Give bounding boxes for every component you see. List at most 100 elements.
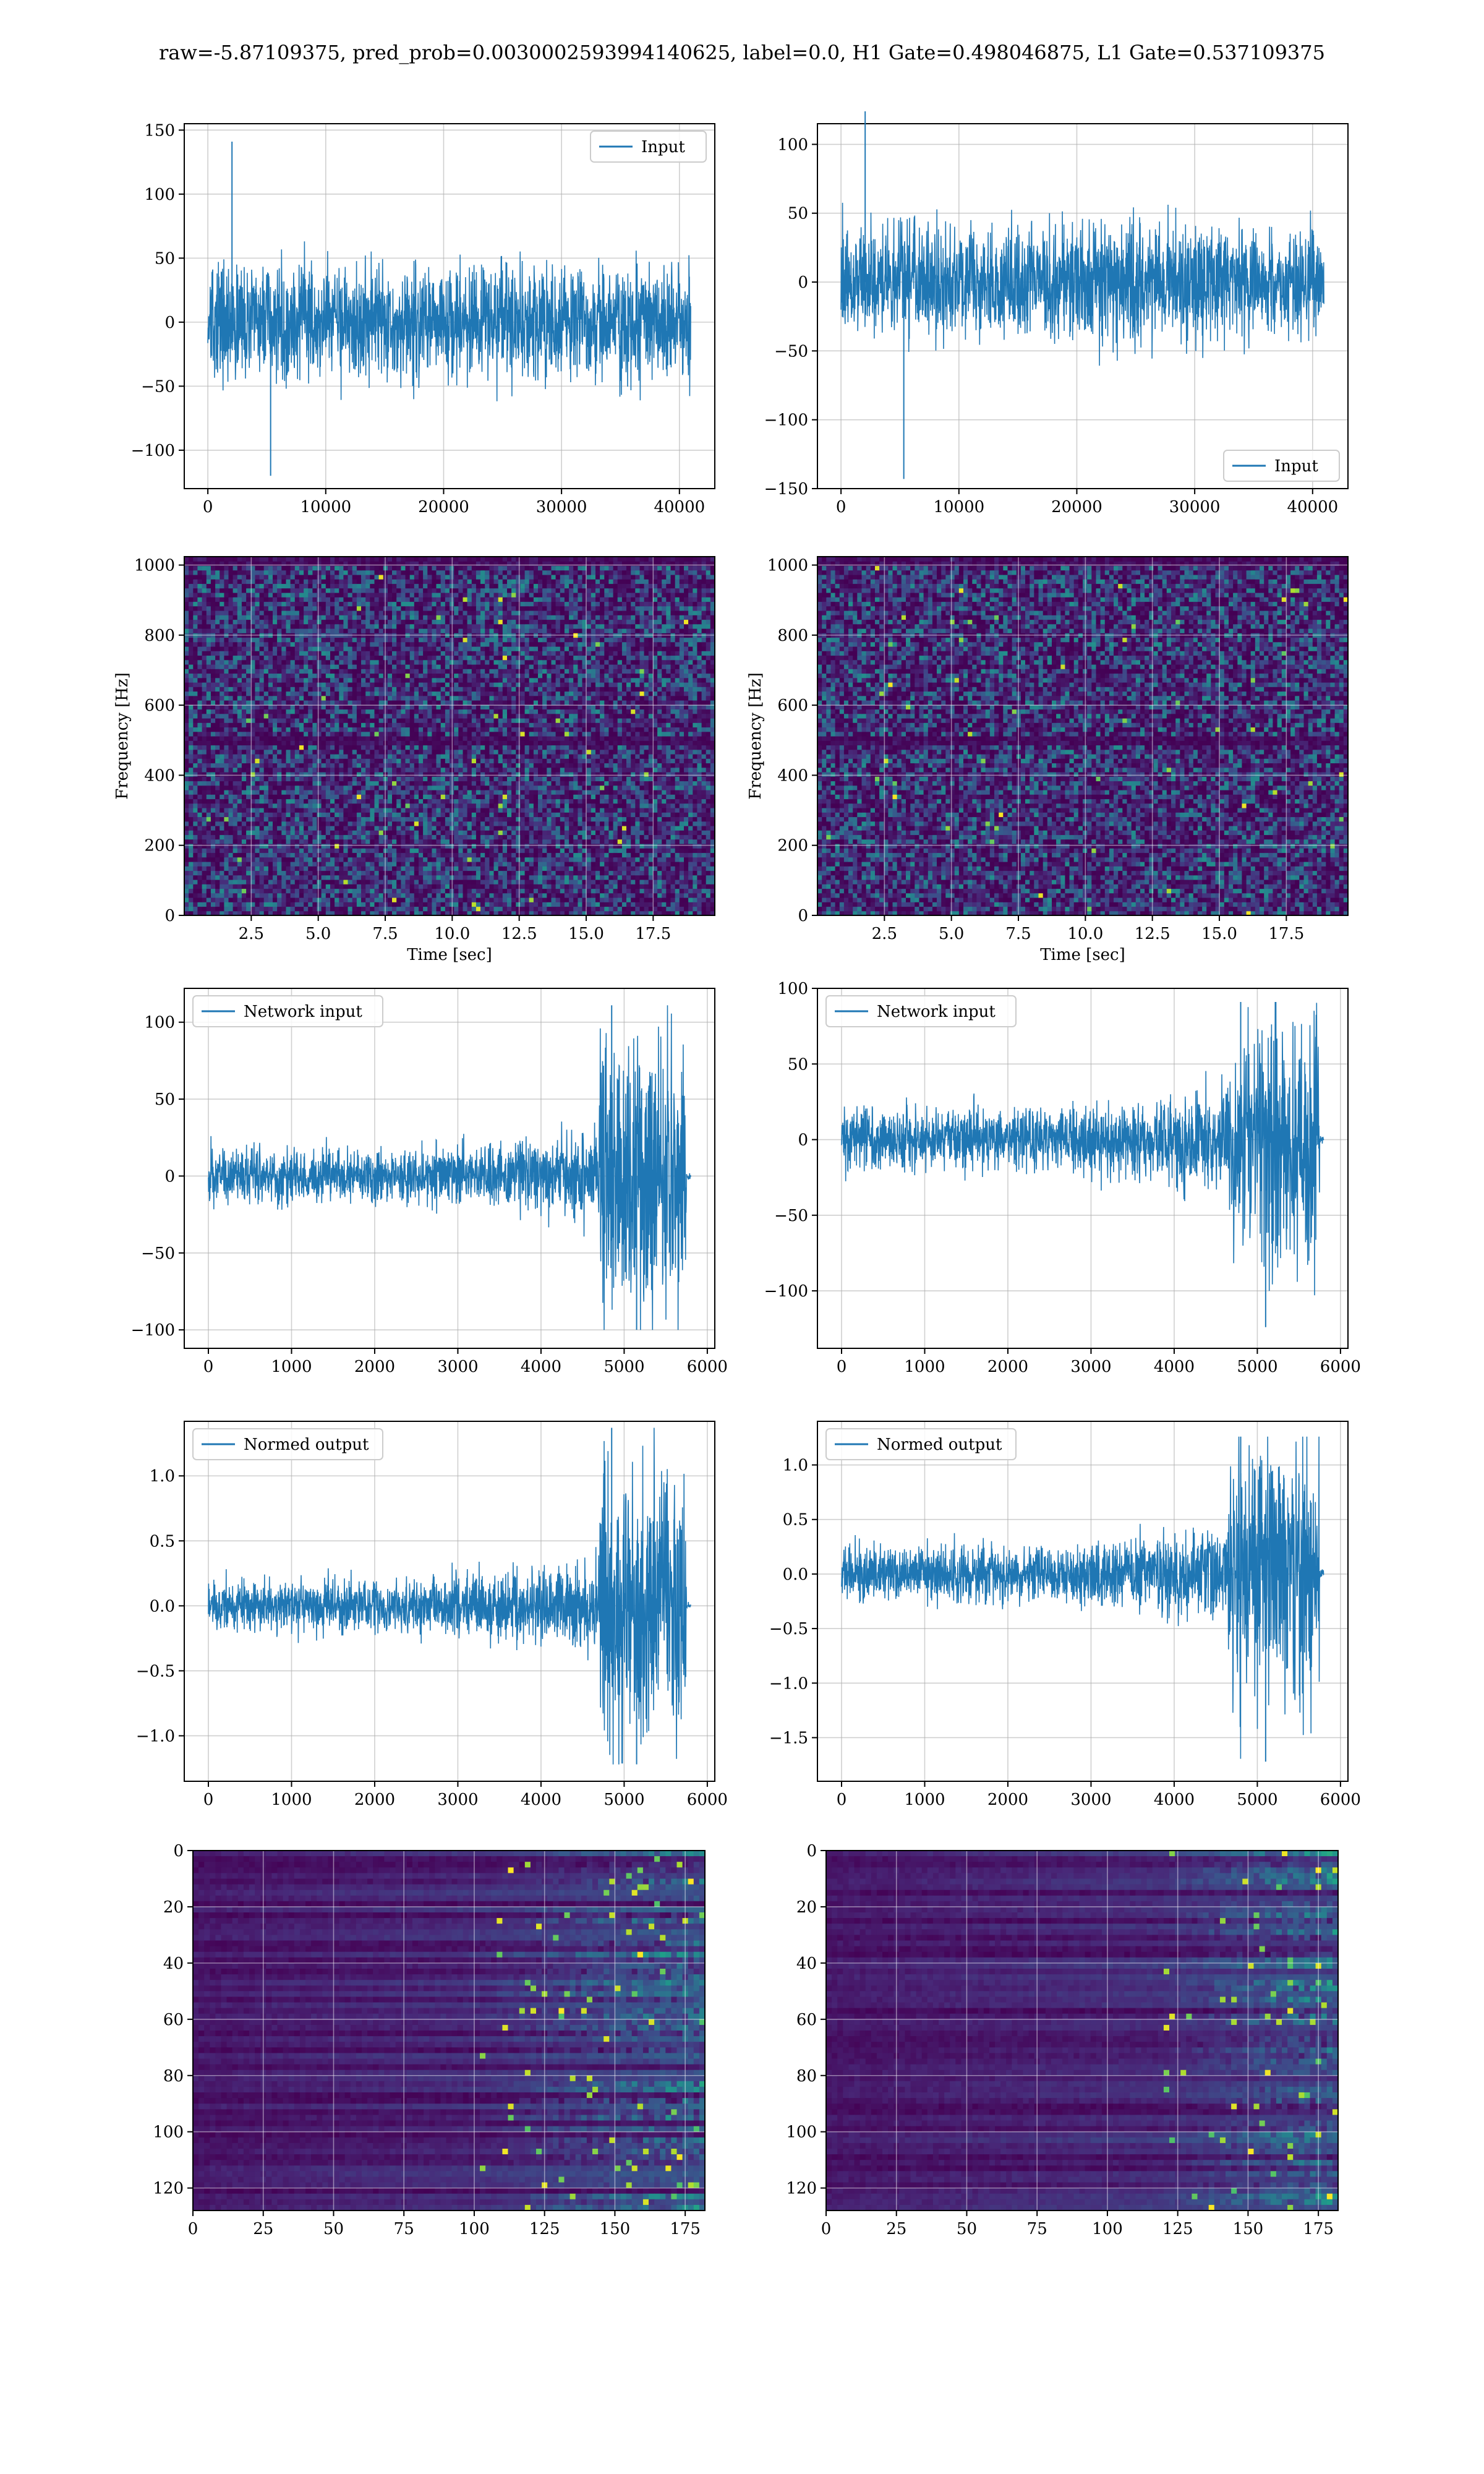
spectrogram-cell <box>613 857 618 862</box>
spectrogram-cell <box>414 848 419 853</box>
spectrogram-cell <box>295 835 300 840</box>
spectrogram-cell <box>472 736 477 741</box>
spectrogram-cell <box>401 884 406 889</box>
spectrogram-cell <box>339 750 344 755</box>
spectrogram-cell <box>211 907 216 912</box>
spectrogram-cell <box>277 893 282 898</box>
spectrogram-cell <box>197 799 202 804</box>
spectrogram-cell <box>335 732 339 737</box>
spectrogram-cell <box>671 857 676 862</box>
spectrogram-cell <box>604 821 609 826</box>
spectrogram-cell <box>534 768 539 773</box>
spectrogram-cell <box>463 785 468 790</box>
spectrogram-cell <box>498 839 503 844</box>
spectrogram-cell <box>458 758 463 763</box>
spectrogram-cell <box>613 821 618 826</box>
spectrogram-cell <box>348 817 353 822</box>
spectrogram-cell <box>684 808 689 813</box>
spectrogram-cell <box>233 785 238 790</box>
spectrogram-cell <box>437 907 441 912</box>
spectrogram-cell <box>281 781 286 786</box>
spectrogram-cell <box>516 736 521 741</box>
spectrogram-cell <box>494 862 499 867</box>
spectrogram-cell <box>467 871 472 876</box>
spectrogram-cell <box>286 902 291 907</box>
spectrogram-cell <box>215 821 220 826</box>
spectrogram-cell <box>299 848 304 853</box>
spectrogram-cell <box>600 857 605 862</box>
spectrogram-cell <box>427 830 432 835</box>
spectrogram-cell <box>626 826 631 831</box>
spectrogram-cell <box>432 897 437 902</box>
spectrogram-cell <box>565 835 569 840</box>
spectrogram-cell <box>224 803 229 808</box>
spectrogram-cell <box>437 821 441 826</box>
spectrogram-cell <box>626 848 631 853</box>
spectrogram-cell <box>361 839 366 844</box>
spectrogram-cell <box>326 740 331 745</box>
x-tick-label: 10000 <box>300 498 351 516</box>
spectrogram-cell <box>370 812 375 817</box>
spectrogram-cell <box>193 790 198 795</box>
spectrogram-cell <box>675 803 680 808</box>
spectrogram-cell <box>489 844 494 849</box>
spectrogram-cell <box>534 745 539 750</box>
spectrogram-cell <box>688 808 693 813</box>
spectrogram-cell <box>578 826 582 831</box>
spectrogram-cell <box>693 763 697 768</box>
spectrogram-cell <box>547 758 552 763</box>
spectrogram-cell <box>702 785 707 790</box>
spectrogram-cell <box>631 736 636 741</box>
spectrogram-cell <box>626 776 631 781</box>
spectrogram-cell <box>268 736 273 741</box>
spectrogram-cell <box>613 830 618 835</box>
spectrogram-cell <box>662 732 667 737</box>
spectrogram-cell <box>423 884 428 889</box>
spectrogram-cell <box>622 821 627 826</box>
spectrogram-cell <box>529 794 534 799</box>
spectrogram-cell <box>587 835 592 840</box>
spectrogram-cell <box>224 821 229 826</box>
spectrogram-cell <box>489 880 494 884</box>
spectrogram-cell <box>591 835 596 840</box>
spectrogram-cell <box>197 736 202 741</box>
spectrogram-cell <box>260 844 265 849</box>
spectrogram-cell <box>520 893 525 898</box>
spectrogram-cell <box>427 907 432 912</box>
spectrogram-cell <box>587 821 592 826</box>
spectrogram-cell <box>308 817 313 822</box>
spectrogram-cell <box>631 830 636 835</box>
spectrogram-cell <box>441 862 446 867</box>
spectrogram-cell <box>361 893 366 898</box>
spectrogram-cell <box>215 812 220 817</box>
spectrogram-cell <box>525 808 530 813</box>
spectrogram-cell <box>525 772 530 777</box>
spectrogram-cell <box>613 763 618 768</box>
spectrogram-cell <box>662 808 667 813</box>
spectrogram-cell <box>516 866 521 871</box>
spectrogram-cell <box>242 871 247 876</box>
spectrogram-cell <box>529 821 534 826</box>
spectrogram-cell <box>626 889 631 894</box>
spectrogram-cell <box>657 848 662 853</box>
spectrogram-cell <box>662 862 667 867</box>
spectrogram-cell <box>649 907 654 912</box>
spectrogram-cell <box>507 893 512 898</box>
spectrogram-cell <box>618 862 623 867</box>
spectrogram-cell <box>516 790 521 795</box>
spectrogram-cell <box>365 875 370 880</box>
spectrogram-cell <box>365 848 370 853</box>
spectrogram-cell <box>578 732 582 737</box>
spectrogram-cell <box>365 897 370 902</box>
spectrogram-cell <box>680 776 684 781</box>
spectrogram-cell <box>618 893 623 898</box>
spectrogram-cell <box>264 889 269 894</box>
spectrogram-cell <box>406 736 411 741</box>
spectrogram-cell <box>560 732 565 737</box>
spectrogram-cell <box>437 844 441 849</box>
spectrogram-cell <box>335 808 339 813</box>
spectrogram-cell <box>600 745 605 750</box>
spectrogram-cell <box>511 875 516 880</box>
spectrogram-cell <box>343 736 348 741</box>
spectrogram-cell <box>476 857 481 862</box>
